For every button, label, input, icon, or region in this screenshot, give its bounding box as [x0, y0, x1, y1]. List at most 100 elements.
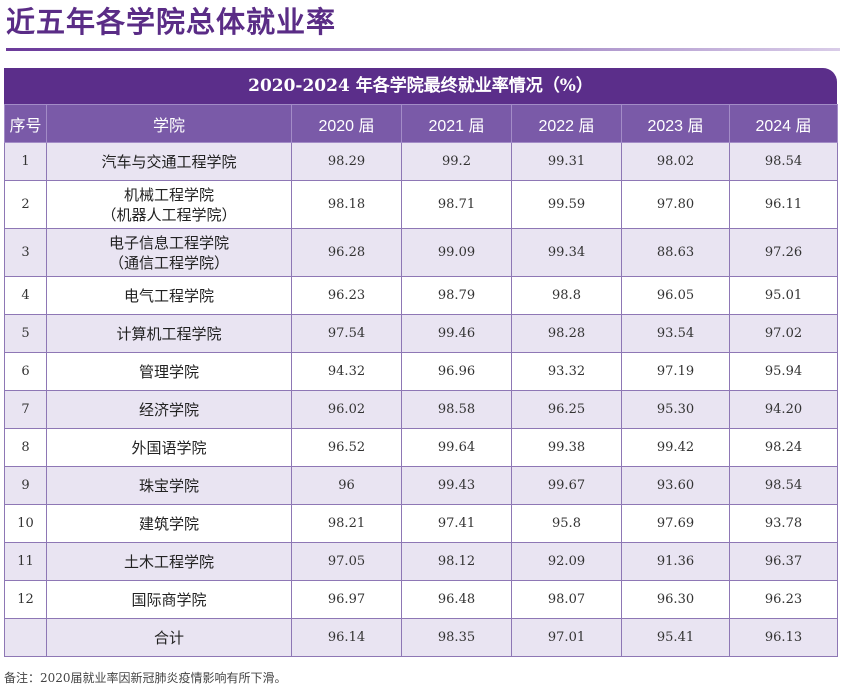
rate-cell: 96.52 [291, 428, 402, 467]
title-divider [6, 48, 840, 51]
rate-cell: 96.11 [729, 180, 838, 229]
rate-cell: 98.8 [511, 276, 622, 315]
rate-cell: 99.46 [401, 314, 512, 353]
college-name-cell: 电子信息工程学院 （通信工程学院） [46, 228, 292, 277]
rate-cell: 96.23 [729, 580, 838, 619]
rate-cell: 98.02 [621, 142, 730, 181]
rate-cell: 97.05 [291, 542, 402, 581]
table-row: 12 国际商学院 96.97 96.48 98.07 96.30 96.23 [4, 580, 838, 619]
rate-cell: 99.43 [401, 466, 512, 505]
footnote: 备注：2020届就业率因新冠肺炎疫情影响有所下滑。 [4, 671, 287, 685]
table-row: 2 机械工程学院 （机器人工程学院） 98.18 98.71 99.59 97.80 96.1… [4, 180, 838, 229]
college-name-cell: 外国语学院 [46, 428, 292, 467]
row-index: 1 [4, 142, 47, 181]
table-row: 7 经济学院 96.02 98.58 96.25 95.30 94.20 [4, 390, 838, 429]
rate-cell: 96.23 [291, 276, 402, 315]
rate-cell: 93.32 [511, 352, 622, 391]
college-name-line: 外国语学院 [131, 438, 207, 457]
rate-cell: 95.01 [729, 276, 838, 315]
college-name-cell: 国际商学院 [46, 580, 292, 619]
row-index: 7 [4, 390, 47, 429]
college-name-line: 经济学院 [138, 400, 199, 419]
rate-cell: 98.24 [729, 428, 838, 467]
total-rate-cell: 98.35 [401, 618, 512, 657]
table-row: 5 计算机工程学院 97.54 99.46 98.28 93.54 97.02 [4, 314, 838, 353]
header-index: 序号 [4, 104, 47, 143]
total-index-empty [4, 618, 47, 657]
rate-cell: 96 [291, 466, 402, 505]
rate-cell: 95.30 [621, 390, 730, 429]
rate-cell: 98.28 [511, 314, 622, 353]
table-header-row: 序号 学院 2020 届 2021 届 2022 届 2023 届 2024 届 [4, 104, 838, 143]
rate-cell: 95.8 [511, 504, 622, 543]
page-title: 近五年各学院总体就业率 [6, 5, 337, 39]
employment-rate-table: 序号 学院 2020 届 2021 届 2022 届 2023 届 2024 届… [4, 104, 838, 657]
row-index: 10 [4, 504, 47, 543]
college-name-cell: 机械工程学院 （机器人工程学院） [46, 180, 292, 229]
rate-cell: 97.41 [401, 504, 512, 543]
rate-cell: 97.02 [729, 314, 838, 353]
rate-cell: 96.30 [621, 580, 730, 619]
row-index: 9 [4, 466, 47, 505]
rate-cell: 96.37 [729, 542, 838, 581]
rate-cell: 97.26 [729, 228, 838, 277]
rate-cell: 97.19 [621, 352, 730, 391]
college-name-line: 电子信息工程学院 [108, 233, 229, 252]
rate-cell: 92.09 [511, 542, 622, 581]
rate-cell: 99.64 [401, 428, 512, 467]
rate-cell: 93.60 [621, 466, 730, 505]
table-row: 6 管理学院 94.32 96.96 93.32 97.19 95.94 [4, 352, 838, 391]
rate-cell: 97.69 [621, 504, 730, 543]
college-name-line: 管理学院 [138, 362, 199, 381]
rate-cell: 96.02 [291, 390, 402, 429]
college-name-cell: 经济学院 [46, 390, 292, 429]
college-name-line: 机械工程学院 [123, 185, 214, 204]
rate-cell: 93.78 [729, 504, 838, 543]
rate-cell: 98.21 [291, 504, 402, 543]
rate-cell: 99.2 [401, 142, 512, 181]
rate-cell: 98.54 [729, 466, 838, 505]
row-index: 5 [4, 314, 47, 353]
college-name-cell: 计算机工程学院 [46, 314, 292, 353]
rate-cell: 96.97 [291, 580, 402, 619]
total-rate-cell: 95.41 [621, 618, 730, 657]
college-name-line: （通信工程学院） [108, 253, 229, 272]
table-row: 9 珠宝学院 96 99.43 99.67 93.60 98.54 [4, 466, 838, 505]
rate-cell: 94.20 [729, 390, 838, 429]
total-label: 合计 [46, 618, 292, 657]
total-row: 合计 96.14 98.35 97.01 95.41 96.13 [4, 618, 838, 657]
header-college: 学院 [46, 104, 292, 143]
table-row: 10 建筑学院 98.21 97.41 95.8 97.69 93.78 [4, 504, 838, 543]
rate-cell: 91.36 [621, 542, 730, 581]
header-2021: 2021 届 [401, 104, 512, 143]
college-name-line: 土木工程学院 [123, 552, 214, 571]
rate-cell: 95.94 [729, 352, 838, 391]
rate-cell: 98.18 [291, 180, 402, 229]
header-2020: 2020 届 [291, 104, 402, 143]
row-index: 6 [4, 352, 47, 391]
table-row: 4 电气工程学院 96.23 98.79 98.8 96.05 95.01 [4, 276, 838, 315]
rate-cell: 98.79 [401, 276, 512, 315]
rate-cell: 97.80 [621, 180, 730, 229]
rate-cell: 99.59 [511, 180, 622, 229]
header-2024: 2024 届 [729, 104, 838, 143]
row-index: 2 [4, 180, 47, 229]
rate-cell: 99.34 [511, 228, 622, 277]
college-name-line: （机器人工程学院） [101, 205, 237, 224]
rate-cell: 98.29 [291, 142, 402, 181]
header-2022: 2022 届 [511, 104, 622, 143]
rate-cell: 96.28 [291, 228, 402, 277]
total-rate-cell: 96.14 [291, 618, 402, 657]
rate-cell: 99.09 [401, 228, 512, 277]
rate-cell: 99.31 [511, 142, 622, 181]
college-name-line: 计算机工程学院 [116, 324, 222, 343]
college-name-cell: 电气工程学院 [46, 276, 292, 315]
rate-cell: 98.54 [729, 142, 838, 181]
rate-cell: 94.32 [291, 352, 402, 391]
table-row: 1 汽车与交通工程学院 98.29 99.2 99.31 98.02 98.54 [4, 142, 838, 181]
employment-rate-table-container: 2020-2024 年各学院最终就业率情况（%） 序号 学院 2020 届 20… [4, 68, 838, 657]
college-name-line: 建筑学院 [138, 514, 199, 533]
rate-cell: 98.07 [511, 580, 622, 619]
college-name-cell: 土木工程学院 [46, 542, 292, 581]
rate-cell: 99.67 [511, 466, 622, 505]
